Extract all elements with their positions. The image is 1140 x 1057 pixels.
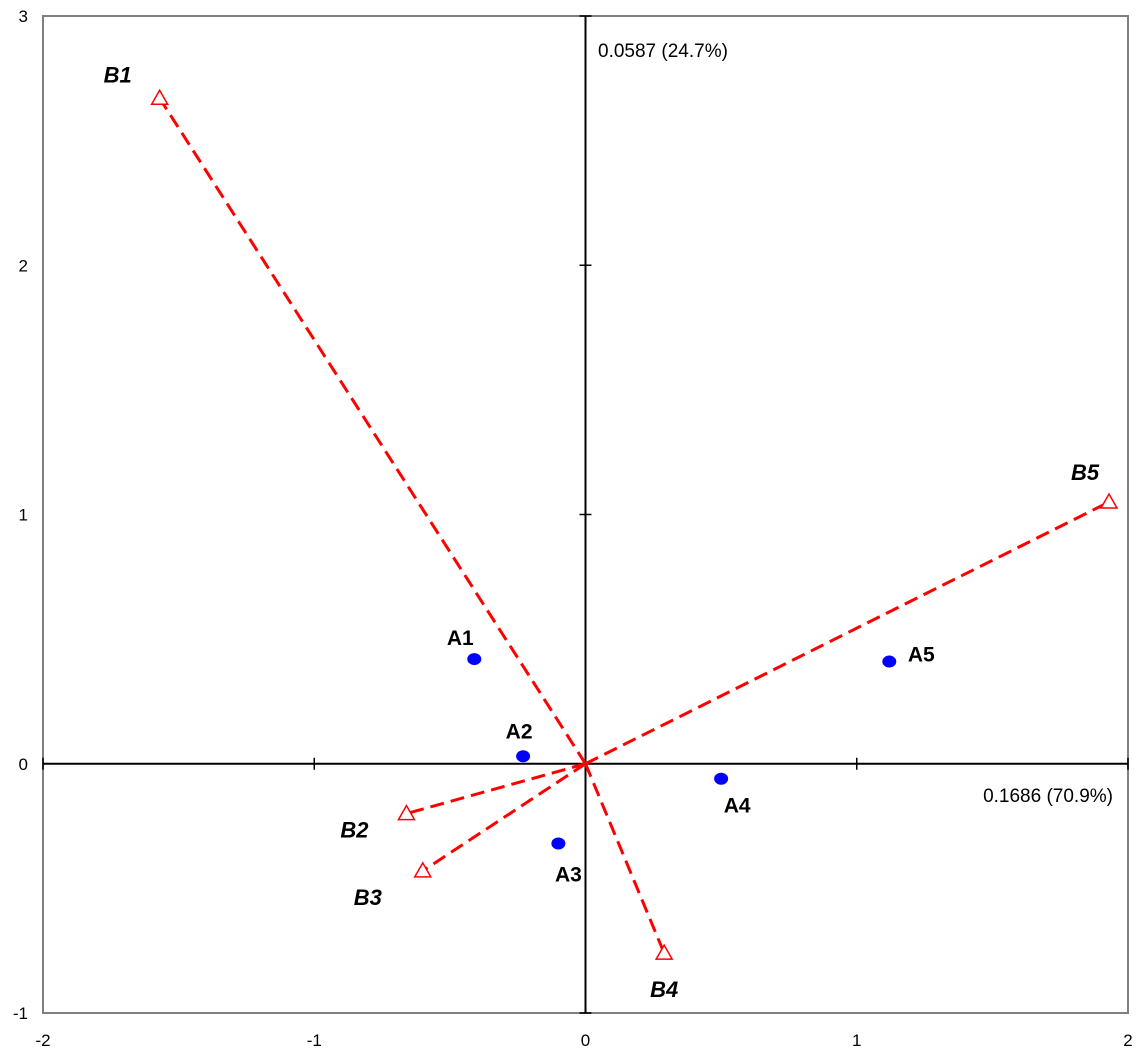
y-tick-label: -1 <box>13 1004 28 1023</box>
x-tick-label: 2 <box>1123 1031 1132 1050</box>
vector-label-b4: B4 <box>650 977 678 1002</box>
vector-marker-b1 <box>150 88 169 106</box>
x-tick-label: -1 <box>307 1031 322 1050</box>
vector-line-b4 <box>584 763 666 954</box>
vector-marker-b5 <box>1099 492 1119 509</box>
x-axis-title: 0.1686 (70.9%) <box>983 786 1113 807</box>
point-a5 <box>882 655 897 668</box>
vector-line-b1 <box>158 97 587 765</box>
vector-marker-b2 <box>397 804 416 821</box>
point-a2 <box>516 750 531 763</box>
vector-marker-b4 <box>654 943 674 960</box>
y-axis-title: 0.0587 (24.7%) <box>598 41 728 62</box>
vector-label-b1: B1 <box>104 62 132 87</box>
vector-label-b2: B2 <box>340 818 369 843</box>
y-tick-label: 0 <box>19 755 28 774</box>
tick-labels: -2 -1 0 1 2 -1 0 1 2 3 <box>13 7 1133 1050</box>
vector-label-b5: B5 <box>1071 460 1100 485</box>
point-a1 <box>467 653 482 666</box>
y-tick-label: 2 <box>19 256 28 275</box>
vector-label-b3: B3 <box>354 885 382 910</box>
point-label-a3: A3 <box>555 864 582 887</box>
x-tick-label: 1 <box>852 1031 861 1050</box>
vector-line-b2 <box>406 762 586 816</box>
point-a3 <box>551 837 566 850</box>
vector-layer: B1 B2 B3 B4 B5 <box>104 62 1119 1002</box>
vector-marker-b3 <box>413 861 433 878</box>
point-label-a2: A2 <box>506 720 533 743</box>
point-layer: A1 A2 A3 A4 A5 <box>447 627 935 886</box>
point-label-a4: A4 <box>724 795 751 818</box>
y-tick-label: 1 <box>19 506 28 525</box>
x-tick-label: 0 <box>581 1031 590 1050</box>
y-tick-label: 3 <box>19 7 28 26</box>
x-tick-label: -2 <box>35 1031 50 1050</box>
vector-line-b3 <box>421 762 587 873</box>
point-label-a1: A1 <box>447 627 474 650</box>
point-a4 <box>714 772 729 785</box>
point-label-a5: A5 <box>908 644 935 667</box>
vector-line-b5 <box>584 500 1110 766</box>
